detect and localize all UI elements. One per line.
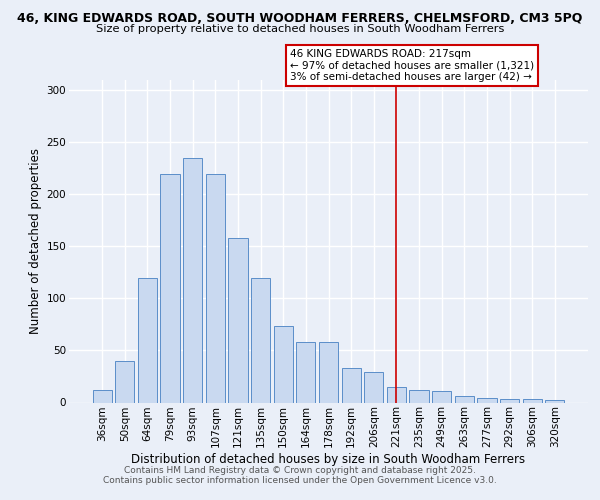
X-axis label: Distribution of detached houses by size in South Woodham Ferrers: Distribution of detached houses by size …	[131, 453, 526, 466]
Bar	[545, 400, 565, 402]
Bar	[364, 372, 383, 402]
Bar	[523, 400, 542, 402]
Text: Contains public sector information licensed under the Open Government Licence v3: Contains public sector information licen…	[103, 476, 497, 485]
Bar	[138, 278, 157, 402]
Y-axis label: Number of detached properties: Number of detached properties	[29, 148, 43, 334]
Bar	[477, 398, 497, 402]
Bar	[296, 342, 316, 402]
Bar	[229, 238, 248, 402]
Text: Contains HM Land Registry data © Crown copyright and database right 2025.: Contains HM Land Registry data © Crown c…	[124, 466, 476, 475]
Bar	[319, 342, 338, 402]
Bar	[455, 396, 474, 402]
Text: 46 KING EDWARDS ROAD: 217sqm
← 97% of detached houses are smaller (1,321)
3% of : 46 KING EDWARDS ROAD: 217sqm ← 97% of de…	[290, 49, 534, 82]
Bar	[251, 278, 270, 402]
Bar	[409, 390, 428, 402]
Bar	[432, 391, 451, 402]
Text: 46, KING EDWARDS ROAD, SOUTH WOODHAM FERRERS, CHELMSFORD, CM3 5PQ: 46, KING EDWARDS ROAD, SOUTH WOODHAM FER…	[17, 12, 583, 26]
Bar	[500, 400, 519, 402]
Bar	[206, 174, 225, 402]
Bar	[387, 387, 406, 402]
Bar	[160, 174, 180, 402]
Bar	[115, 361, 134, 403]
Text: Size of property relative to detached houses in South Woodham Ferrers: Size of property relative to detached ho…	[96, 24, 504, 34]
Bar	[341, 368, 361, 402]
Bar	[92, 390, 112, 402]
Bar	[274, 326, 293, 402]
Bar	[183, 158, 202, 402]
